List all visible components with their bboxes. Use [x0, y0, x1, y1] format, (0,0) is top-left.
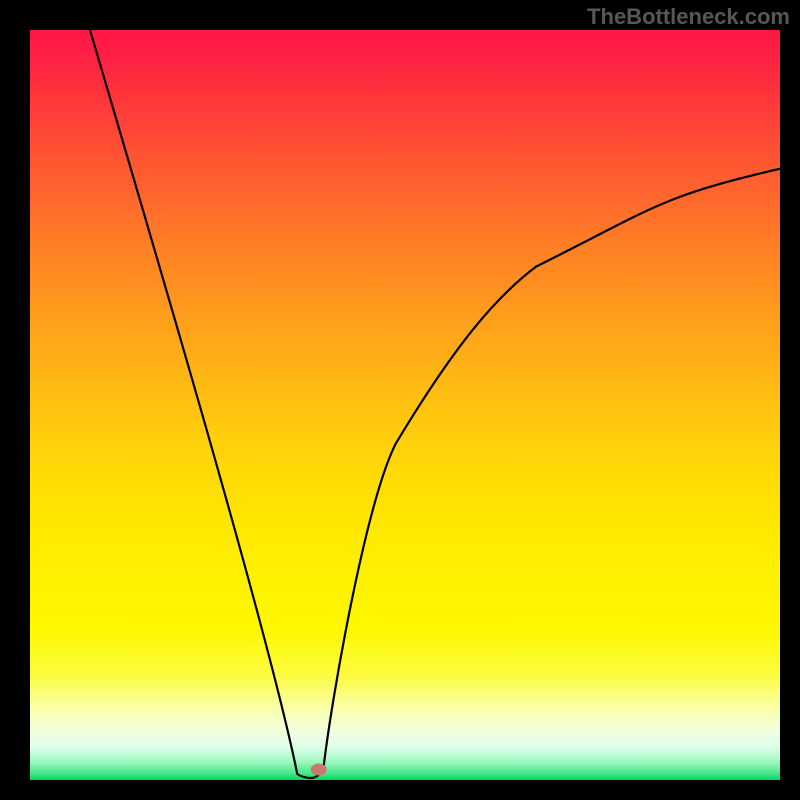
bottleneck-chart	[0, 0, 800, 800]
current-config-marker	[311, 764, 327, 776]
watermark-text: TheBottleneck.com	[587, 4, 790, 30]
plot-background	[30, 30, 780, 780]
